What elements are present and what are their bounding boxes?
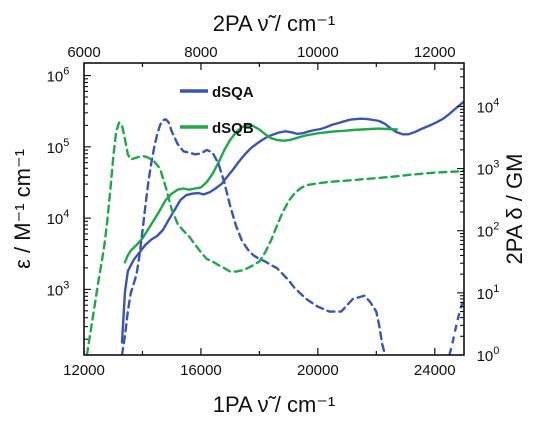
- bottom-tick-label: 24000: [414, 362, 456, 379]
- left-tick-label: 104: [47, 208, 70, 228]
- series-line-dsqa-1pa: [120, 100, 464, 344]
- legend: dSQA dSQB: [180, 84, 254, 137]
- series-line-dsqa-2pa-tail: [448, 298, 464, 355]
- top-tick-label: 8000: [184, 44, 217, 61]
- bottom-tick-label: 16000: [180, 362, 222, 379]
- series-line-dsqb-2pa: [85, 121, 464, 355]
- plot-frame: [83, 62, 465, 356]
- right-tick-label: 100: [477, 345, 500, 365]
- legend-label-dsqb: dSQB: [212, 120, 254, 137]
- right-axis-title: 2PA δ / GM: [502, 154, 527, 265]
- right-tick-label: 104: [477, 96, 500, 116]
- top-tick-label: 12000: [414, 44, 456, 61]
- left-axis-title: ε / M⁻¹ cm⁻¹: [10, 149, 35, 269]
- series-layer: [85, 100, 464, 355]
- bottom-tick-label: 12000: [63, 362, 105, 379]
- right-tick-label: 101: [477, 283, 500, 303]
- left-tick-label: 106: [47, 66, 70, 86]
- top-tick-label: 10000: [297, 44, 339, 61]
- series-line-dsqa-2pa: [120, 118, 387, 355]
- ticks-layer: 12000 16000 20000 24000 6000 8000 10000 12000 10…: [47, 44, 500, 379]
- series-line-dsqb-1pa: [123, 124, 398, 264]
- bottom-axis-title: 1PA ν̃ / cm⁻¹: [213, 392, 335, 417]
- left-tick-label: 103: [47, 279, 70, 299]
- right-tick-label: 102: [477, 221, 500, 241]
- legend-label-dsqa: dSQA: [212, 84, 254, 101]
- top-tick-label: 6000: [67, 44, 100, 61]
- right-tick-label: 103: [477, 159, 500, 179]
- bottom-tick-label: 20000: [297, 362, 339, 379]
- top-axis-title: 2PA ν̃ / cm⁻¹: [213, 11, 335, 36]
- left-tick-label: 105: [47, 137, 70, 157]
